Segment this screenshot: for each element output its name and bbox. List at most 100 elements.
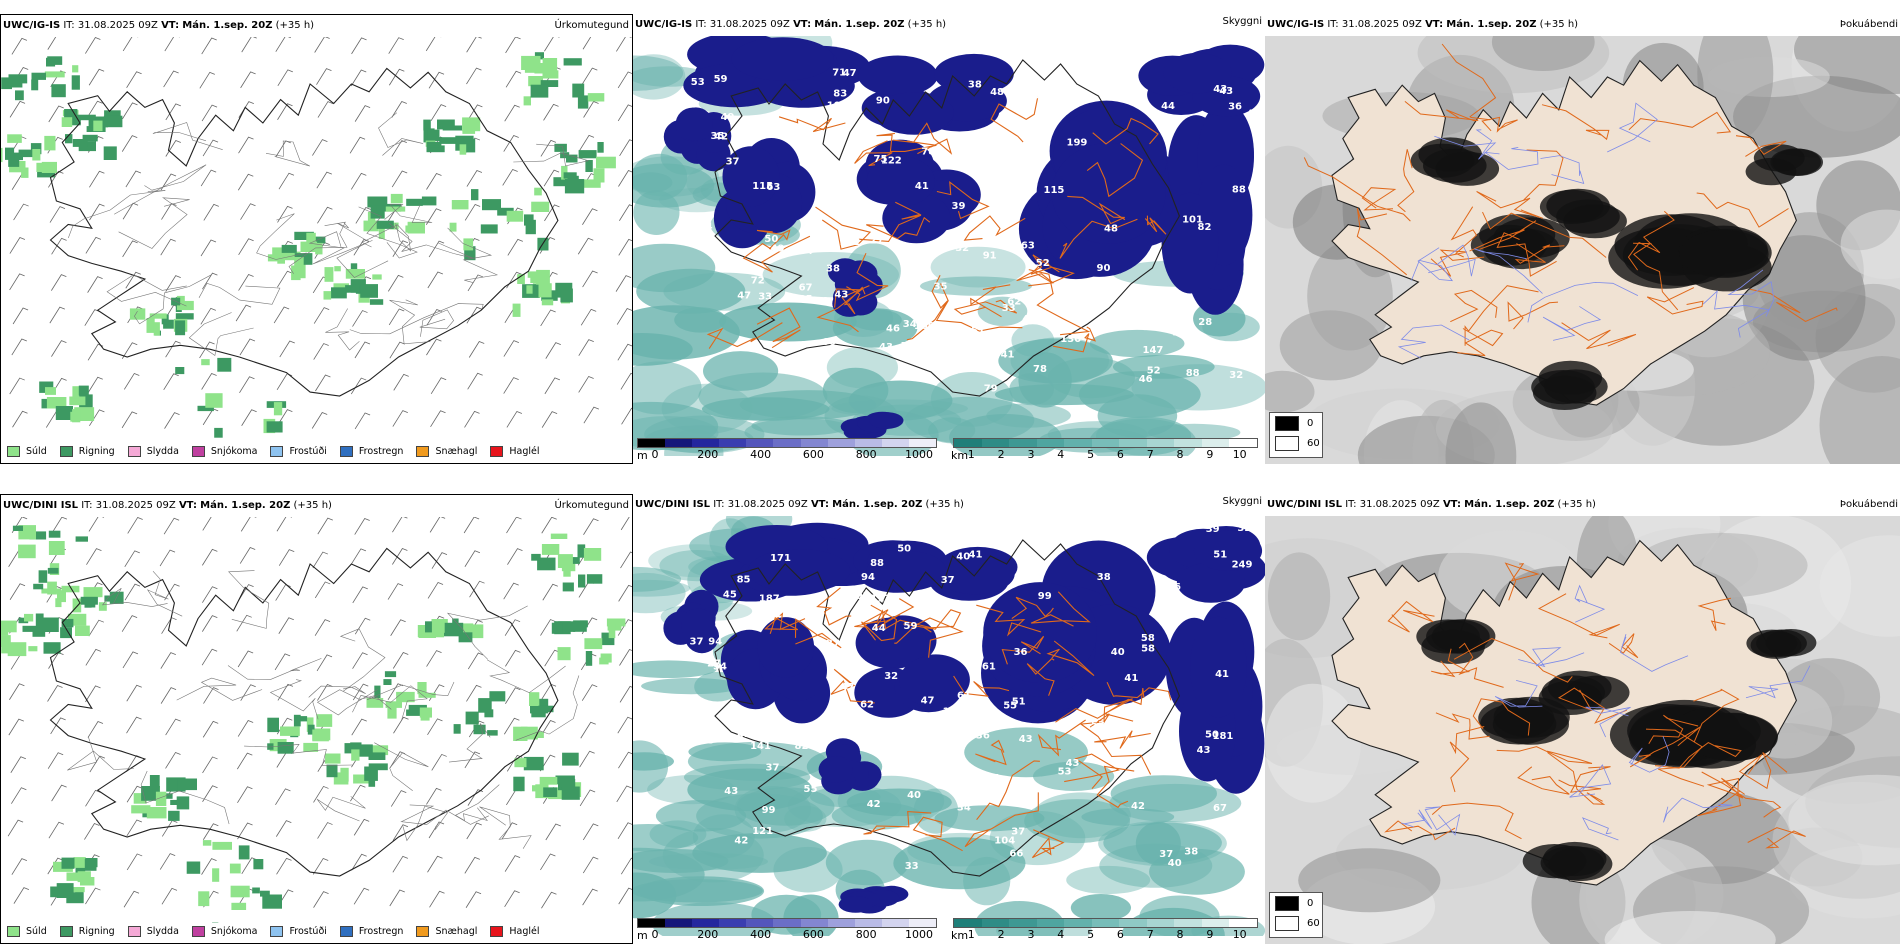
wind-barb: [236, 614, 252, 632]
road: [970, 284, 1011, 318]
precip-cell: [56, 883, 74, 898]
wind-barb: [202, 823, 219, 840]
wind-barb: [582, 823, 599, 841]
road: [1458, 642, 1504, 688]
wind-barb: [275, 140, 291, 158]
road: [953, 299, 1018, 315]
road: [1356, 207, 1408, 276]
wind-barb: [241, 37, 257, 53]
cloud-base-label: 90: [1097, 263, 1111, 274]
precip-cell: [176, 295, 185, 306]
wind-barb: [165, 103, 181, 121]
scale-swatch: [827, 919, 855, 927]
scale-ticks: 0 200 400 600 800 1000: [637, 448, 937, 462]
wind-barb: [237, 720, 254, 737]
wind-barb: [503, 377, 519, 394]
cloud-base-label: 51: [1012, 696, 1026, 707]
wind-barb: [392, 240, 409, 257]
wind-barb: [277, 409, 293, 426]
wind-barb: [87, 100, 103, 118]
fog-core: [1750, 631, 1802, 659]
precip-panel-row2: UWC/DINI ISL IT: 31.08.2025 09Z VT: Mán.…: [0, 494, 633, 944]
precip-cell: [541, 544, 560, 555]
cloud-base-label: 40: [907, 790, 921, 801]
wind-barb: [390, 790, 407, 807]
precip-cell: [47, 581, 57, 595]
road: [1697, 790, 1742, 817]
precip-cell: [133, 793, 147, 804]
fog-map: [1265, 36, 1900, 464]
wind-barb: [352, 586, 368, 604]
precip-cell: [554, 143, 567, 152]
wind-barb: [540, 853, 556, 871]
cloud-base-label: 32: [955, 243, 969, 254]
road: [892, 122, 953, 155]
road: [1696, 192, 1789, 228]
cloud-base-label: 36: [1014, 647, 1028, 658]
scale-tick-label: 4: [1057, 448, 1065, 461]
cloud-base-label: 41: [1215, 669, 1229, 680]
wind-barb: [51, 784, 67, 802]
scale-tick-label: 1000: [905, 928, 933, 941]
cloud-base-label: 67: [799, 282, 813, 293]
precip-cell: [273, 402, 283, 416]
wind-barb: [620, 857, 632, 875]
cloud-base-label: 37: [941, 575, 955, 586]
wind-barb: [239, 338, 256, 356]
cloud-base-label: 187: [759, 593, 780, 604]
precip-cell: [12, 525, 23, 531]
wind-barb: [238, 238, 254, 256]
scale-ticks: 0 200 400 600 800 1000: [637, 928, 937, 942]
visibility-patch: [848, 380, 953, 421]
wind-barb: [275, 820, 292, 837]
cloud-base-label: 99: [762, 805, 776, 816]
cloud-base-label: 53: [1058, 767, 1072, 778]
road: [1607, 102, 1658, 153]
road: [325, 308, 360, 351]
cloud-base-label: 171: [770, 553, 791, 564]
precip-legend: Súld Rigning Slydda Snjókoma Frostúði Fr…: [7, 446, 553, 457]
wind-barb: [354, 518, 370, 535]
wind-barb: [122, 240, 138, 258]
wind-barb: [616, 308, 632, 325]
wind-barb: [159, 549, 176, 567]
scale-swatch: [665, 439, 693, 447]
visibility-patch: [1097, 394, 1178, 438]
precip-cell: [539, 776, 558, 785]
scale-tick-label: 10: [1232, 928, 1247, 941]
wind-barb: [426, 173, 442, 190]
precip-cell: [43, 642, 61, 654]
cloud-base-label: 42: [714, 132, 728, 143]
scale-swatch: [719, 919, 747, 927]
precip-cell: [175, 320, 186, 336]
wind-barb: [616, 37, 632, 52]
road: [1079, 720, 1152, 775]
road: [1016, 254, 1060, 287]
road: [352, 685, 428, 721]
precip-cell: [1, 635, 11, 647]
precip-cell: [540, 80, 559, 87]
scale-tick-label: 600: [802, 928, 824, 941]
precip-cell: [419, 707, 432, 718]
wind-barb: [237, 786, 253, 803]
cloud-base-label: 32: [1237, 523, 1251, 534]
scale-swatch: [692, 919, 720, 927]
precip-cell: [71, 75, 80, 90]
wind-barb: [317, 517, 333, 535]
cloud-base-label: 94: [1172, 327, 1186, 338]
road: [1404, 101, 1479, 122]
visibility-patch: [1081, 807, 1175, 826]
wind-barb: [387, 583, 404, 600]
cloud-base-label: 50: [764, 234, 778, 245]
precip-cell: [451, 200, 469, 210]
precip-cell: [426, 141, 442, 148]
cloud-base-label: 54: [713, 661, 727, 672]
scale-swatch: [1229, 919, 1258, 927]
precip-cell: [578, 150, 597, 159]
cloud-base-label: 34: [699, 221, 713, 232]
wind-barb: [85, 37, 101, 54]
visibility-patch: [920, 276, 1032, 296]
precip-cell: [534, 52, 544, 60]
road: [308, 685, 366, 698]
road: [515, 675, 580, 741]
